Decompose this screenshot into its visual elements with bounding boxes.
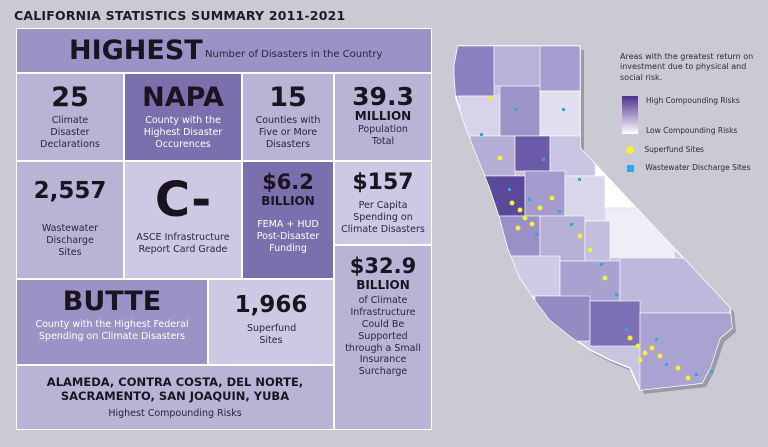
legend-low: Low Compounding Risks: [646, 126, 738, 135]
infrastructure-unit: BILLION: [356, 278, 410, 292]
tile-asce: C- ASCE Infrastructure Report Card Grade: [124, 161, 242, 279]
california-map-svg: [453, 45, 736, 394]
legend-wastewater-label: Wastewater Discharge Sites: [645, 163, 751, 172]
asce-value: C-: [154, 172, 212, 228]
superfund-label: Superfund Sites: [247, 323, 297, 346]
infrastructure-value: $32.9: [349, 254, 417, 278]
tile-superfund: 1,966 Superfund Sites: [208, 279, 334, 365]
legend-superfund-label: Superfund Sites: [644, 145, 704, 154]
map-legend: Areas with the greatest return on invest…: [620, 52, 765, 83]
fema-unit: BILLION: [261, 194, 315, 208]
superfund-sites: [487, 95, 691, 381]
wastewater-value: 2,557: [33, 178, 107, 204]
tile-fema: $6.2 BILLION FEMA + HUD Post-Disaster Fu…: [242, 161, 334, 279]
fema-label: FEMA + HUD Post-Disaster Funding: [256, 219, 320, 254]
tile-counties: 15 Counties with Five or More Disasters: [242, 73, 334, 161]
compounding-label: Highest Compounding Risks: [108, 407, 242, 419]
counties-value: 15: [269, 82, 307, 113]
infrastructure-label: of Climate Infrastructure Could Be Suppo…: [345, 295, 421, 378]
legend-wastewater: Wastewater Discharge Sites: [627, 163, 750, 172]
compounding-value: ALAMEDA, CONTRA COSTA, DEL NORTE, SACRAM…: [46, 375, 304, 404]
butte-label: County with the Highest Federal Spending…: [35, 319, 189, 342]
population-unit: MILLION: [354, 109, 412, 123]
tile-percapita: $157 Per Capita Spending on Climate Disa…: [334, 161, 432, 245]
napa-label: County with the Highest Disaster Occuren…: [143, 115, 223, 150]
counties-label: Counties with Five or More Disasters: [255, 115, 321, 150]
highest-label: Number of Disasters in the Country: [205, 49, 383, 60]
population-label: Population Total: [358, 124, 408, 147]
declarations-value: 25: [51, 82, 89, 113]
legend-title: Areas with the greatest return on invest…: [620, 52, 754, 82]
napa-value: NAPA: [142, 82, 224, 113]
declarations-label: Climate Disaster Declarations: [40, 115, 100, 150]
legend-superfund: Superfund Sites: [626, 145, 704, 154]
superfund-value: 1,966: [234, 292, 308, 318]
superfund-dot-icon: [626, 146, 634, 154]
tile-infrastructure: $32.9 BILLION of Climate Infrastructure …: [334, 245, 432, 430]
tile-compounding: ALAMEDA, CONTRA COSTA, DEL NORTE, SACRAM…: [16, 365, 334, 430]
percapita-label: Per Capita Spending on Climate Disasters: [341, 200, 425, 235]
tile-wastewater: 2,557 Wastewater Discharge Sites: [16, 161, 124, 279]
wastewater-sites: [480, 108, 713, 376]
highest-value: HIGHEST: [69, 35, 203, 66]
population-value: 39.3: [352, 82, 414, 111]
page-title: CALIFORNIA STATISTICS SUMMARY 2011-2021: [14, 8, 346, 23]
tile-population: 39.3 MILLION Population Total: [334, 73, 432, 161]
percapita-value: $157: [352, 170, 414, 195]
wastewater-square-icon: [627, 164, 634, 172]
legend-high: High Compounding Risks: [646, 96, 740, 105]
tile-highest: HIGHEST Number of Disasters in the Count…: [16, 28, 432, 73]
statistics-panel: HIGHEST Number of Disasters in the Count…: [16, 28, 432, 430]
butte-value: BUTTE: [62, 286, 162, 317]
wastewater-label: Wastewater Discharge Sites: [41, 223, 99, 258]
fema-value: $6.2: [262, 170, 314, 194]
asce-label: ASCE Infrastructure Report Card Grade: [136, 232, 230, 255]
tile-declarations: 25 Climate Disaster Declarations: [16, 73, 124, 161]
tile-butte: BUTTE County with the Highest Federal Sp…: [16, 279, 208, 365]
legend-gradient: [622, 96, 638, 134]
tile-napa: NAPA County with the Highest Disaster Oc…: [124, 73, 242, 161]
california-map: [440, 38, 760, 434]
